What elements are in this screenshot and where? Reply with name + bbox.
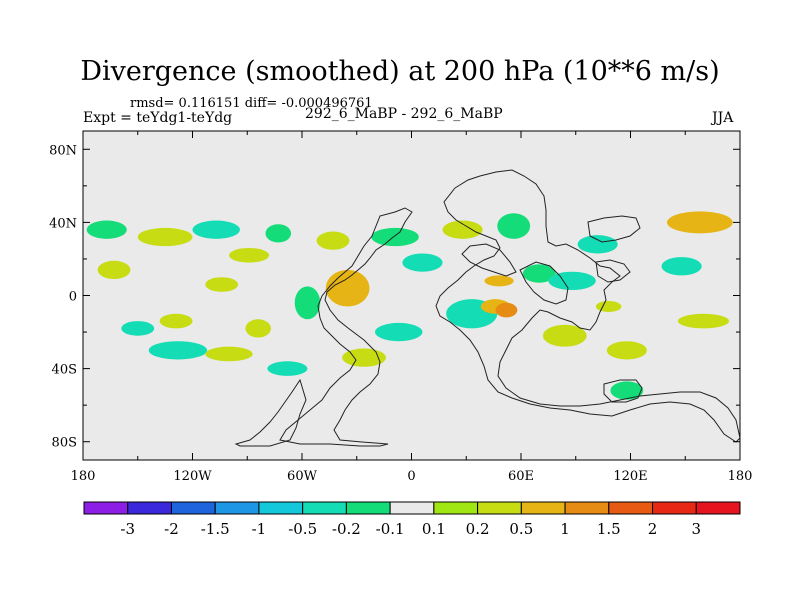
divergence-patch-15 [325,269,370,307]
divergence-patch-31 [606,341,647,360]
longitude-axis: 180 120W 60W 0 60E 120E 180 [71,131,753,484]
colorbar-label-9: 0.5 [509,520,533,538]
colorbar: -3 -2 -1.5 -1 -0.5 -0.2 -0.1 0.1 0.2 0.5 1 1.5 2 3 [83,501,741,538]
colorbar-label-11: 1.5 [597,520,621,538]
divergence-patch-14 [316,231,350,250]
lon-tick-label-5: 120E [613,469,647,484]
divergence-patch-1 [97,260,131,280]
map-background [83,131,740,460]
colorbar-swatch-14 [695,501,741,515]
colorbar-label-12: 2 [648,520,658,538]
continent-outlines [234,169,740,447]
lat-tick-label-4: 80S [52,436,77,451]
divergence-patch-9 [229,247,270,263]
colorbar-swatch-4 [258,501,304,515]
divergence-patch-20 [442,220,483,239]
divergence-patch-4 [159,313,193,329]
latitude-axis: 80N 40N 0 40S 80S [49,143,740,451]
colorbar-label-0: -3 [120,520,135,538]
divergence-patch-7 [205,277,239,292]
divergence-patch-28 [548,271,596,291]
southeast-asia-outline [595,259,631,283]
divergence-patch-12 [267,361,308,376]
plot-title: Divergence (smoothed) at 200 hPa (10**6 … [80,56,720,87]
divergence-patch-27 [542,324,587,347]
colorbar-swatch-2 [170,501,216,515]
case-label: 292_6_MaBP - 292_6_MaBP [305,106,503,122]
experiment-label: Expt = teYdg1-teYdg [83,110,233,126]
divergence-patch-10 [245,319,271,338]
colorbar-label-2: -1.5 [201,520,230,538]
lat-tick-label-3: 40S [52,363,77,378]
colorbar-swatch-12 [608,501,654,515]
lat-tick-label-2: 0 [69,290,77,305]
east-asia-outline [587,215,641,243]
divergence-patch-33 [667,211,733,234]
divergence-patch-8 [205,346,253,362]
divergence-patch-24 [495,302,518,318]
colorbar-swatch-13 [652,501,697,515]
south-america-tail [234,378,307,447]
colorbar-label-13: 3 [691,520,701,538]
divergence-patch-5 [148,341,208,360]
colorbar-swatch-5 [302,501,347,515]
divergence-patch-17 [375,322,423,342]
lon-tick-label-4: 60E [508,469,534,484]
colorbar-label-3: -1 [252,520,267,538]
lon-tick-label-0: 180 [71,469,96,484]
colorbar-swatch-0 [83,501,129,515]
lon-tick-label-1: 120W [173,469,212,484]
arabia-outline [519,261,569,305]
divergence-patch-34 [661,257,702,276]
colorbar-swatch-7 [389,501,435,515]
colorbar-swatch-8 [433,501,479,515]
divergence-patch-11 [265,224,292,243]
colorbar-swatch-3 [214,501,260,515]
colorbar-swatch-6 [345,501,391,515]
season-label: JJA [712,110,734,126]
colorbar-label-7: 0.1 [422,520,446,538]
divergence-patch-19 [402,253,443,272]
divergence-patch-16 [342,348,386,367]
lon-tick-label-3: 0 [407,469,415,484]
divergence-patch-32 [610,381,644,400]
americas-outline [279,207,413,447]
divergence-patch-13 [294,286,321,320]
divergence-patch-26 [522,264,556,283]
lon-tick-label-2: 60W [287,469,318,484]
colorbar-label-4: -0.5 [288,520,317,538]
divergence-patch-30 [595,300,622,312]
colorbar-label-5: -0.2 [332,520,361,538]
divergence-patch-6 [192,220,240,239]
colorbar-label-10: 1 [560,520,570,538]
divergence-patch-23 [484,275,514,287]
divergence-patch-2 [121,321,155,336]
divergence-patch-25 [497,213,531,239]
colorbar-swatch-11 [564,501,610,515]
divergence-patch-18 [371,227,419,247]
lat-tick-label-1: 40N [49,216,77,231]
divergence-patch-3 [137,227,193,247]
divergence-field [86,211,733,400]
colorbar-label-8: 0.2 [466,520,490,538]
divergence-patch-0 [86,220,127,239]
colorbar-swatch-9 [477,501,522,515]
rmsd-diff-stats: rmsd= 0.116151 diff= -0.000496761 [130,96,373,111]
mediterranean-outline [461,243,517,277]
colorbar-swatch-1 [127,501,172,515]
lon-tick-label-6: 180 [728,469,753,484]
divergence-patch-29 [577,235,618,254]
colorbar-label-6: -0.1 [376,520,405,538]
colorbar-swatch-10 [520,501,566,515]
colorbar-label-1: -2 [164,520,179,538]
australia-outline [603,379,643,403]
divergence-patch-35 [677,313,730,329]
lat-tick-label-0: 80N [49,143,77,158]
